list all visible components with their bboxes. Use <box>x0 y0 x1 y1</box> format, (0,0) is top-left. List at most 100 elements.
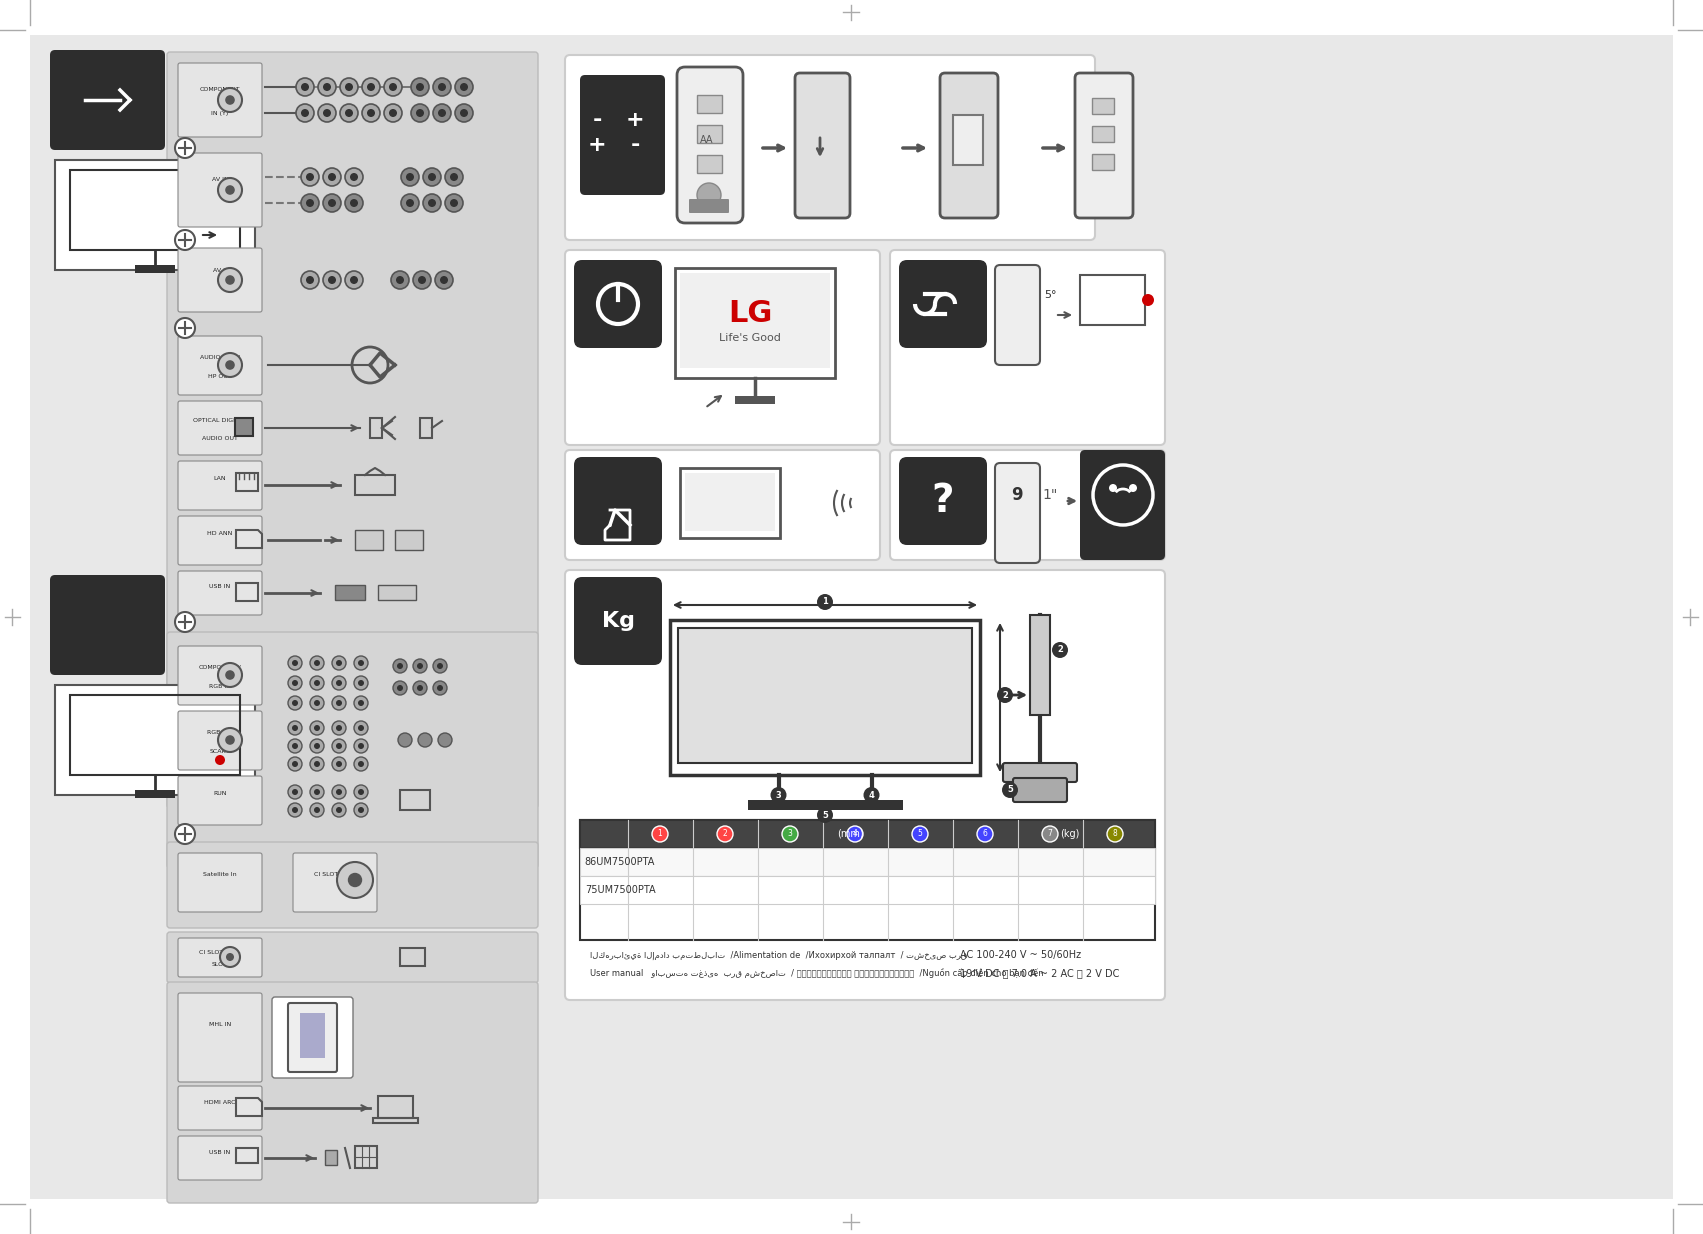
Circle shape <box>332 785 346 798</box>
Text: 19 V DC ⎓ 7.0 A ~ 2 AC ⎓ 2 V DC: 19 V DC ⎓ 7.0 A ~ 2 AC ⎓ 2 V DC <box>960 967 1119 979</box>
Text: 5: 5 <box>1006 786 1013 795</box>
Bar <box>235 418 254 436</box>
Circle shape <box>225 735 235 745</box>
FancyBboxPatch shape <box>167 932 538 983</box>
Text: 3: 3 <box>775 791 782 800</box>
Circle shape <box>697 183 720 207</box>
Circle shape <box>383 78 402 96</box>
Circle shape <box>288 785 301 798</box>
Bar <box>335 585 364 600</box>
Circle shape <box>335 700 342 706</box>
Circle shape <box>393 681 407 695</box>
Circle shape <box>354 756 368 771</box>
FancyBboxPatch shape <box>179 63 262 137</box>
Bar <box>421 418 433 438</box>
Circle shape <box>393 659 407 673</box>
Circle shape <box>335 660 342 666</box>
Bar <box>370 418 381 438</box>
Text: HD ANN: HD ANN <box>208 532 233 537</box>
FancyBboxPatch shape <box>179 153 262 227</box>
Circle shape <box>310 803 324 817</box>
Text: +: + <box>588 135 606 155</box>
Circle shape <box>301 168 318 186</box>
FancyBboxPatch shape <box>179 401 262 455</box>
Circle shape <box>332 676 346 690</box>
Circle shape <box>846 826 863 842</box>
Text: RGB IN /: RGB IN / <box>208 729 233 734</box>
Circle shape <box>1109 484 1117 492</box>
Circle shape <box>329 276 335 284</box>
Circle shape <box>310 696 324 710</box>
Text: 7: 7 <box>1047 829 1052 838</box>
FancyBboxPatch shape <box>167 52 538 808</box>
Circle shape <box>455 78 473 96</box>
FancyBboxPatch shape <box>995 265 1041 365</box>
Circle shape <box>354 739 368 753</box>
Circle shape <box>405 173 414 181</box>
Text: 3: 3 <box>787 829 792 838</box>
Circle shape <box>358 761 364 768</box>
Circle shape <box>416 109 424 117</box>
Bar <box>954 115 983 165</box>
Circle shape <box>307 199 313 207</box>
Circle shape <box>218 728 242 752</box>
Bar <box>354 475 395 495</box>
Circle shape <box>220 946 240 967</box>
FancyBboxPatch shape <box>678 67 743 223</box>
Circle shape <box>1143 294 1155 306</box>
Circle shape <box>354 721 368 735</box>
Circle shape <box>368 109 375 117</box>
Circle shape <box>313 680 320 686</box>
Circle shape <box>335 680 342 686</box>
FancyBboxPatch shape <box>179 462 262 510</box>
FancyBboxPatch shape <box>574 578 662 665</box>
Bar <box>1030 615 1051 714</box>
Circle shape <box>417 276 426 284</box>
Circle shape <box>363 78 380 96</box>
Bar <box>736 396 775 404</box>
FancyBboxPatch shape <box>167 982 538 1203</box>
Bar <box>237 473 257 491</box>
FancyBboxPatch shape <box>179 853 262 912</box>
Circle shape <box>358 660 364 666</box>
Circle shape <box>341 104 358 122</box>
Text: (mm): (mm) <box>836 829 863 839</box>
Circle shape <box>363 104 380 122</box>
Circle shape <box>400 168 419 186</box>
Bar <box>1092 154 1114 170</box>
Circle shape <box>417 663 422 669</box>
Circle shape <box>288 721 301 735</box>
Text: LG: LG <box>727 299 771 327</box>
Circle shape <box>347 872 363 887</box>
Circle shape <box>291 743 298 749</box>
Circle shape <box>354 656 368 670</box>
Text: AV 2: AV 2 <box>213 269 226 274</box>
Circle shape <box>358 789 364 795</box>
Circle shape <box>218 178 242 202</box>
Circle shape <box>310 656 324 670</box>
Circle shape <box>218 353 242 378</box>
Circle shape <box>433 78 451 96</box>
Text: 2: 2 <box>1058 645 1063 654</box>
Circle shape <box>438 733 451 747</box>
Text: -: - <box>630 135 640 155</box>
Circle shape <box>392 271 409 289</box>
Text: Kg: Kg <box>601 611 635 631</box>
FancyBboxPatch shape <box>899 457 988 545</box>
FancyBboxPatch shape <box>690 199 729 213</box>
Circle shape <box>438 109 446 117</box>
Circle shape <box>291 700 298 706</box>
Text: 2: 2 <box>722 829 727 838</box>
Circle shape <box>450 173 458 181</box>
Circle shape <box>460 109 468 117</box>
Circle shape <box>291 660 298 666</box>
Circle shape <box>288 676 301 690</box>
Text: +: + <box>625 110 644 130</box>
Circle shape <box>307 173 313 181</box>
Circle shape <box>346 194 363 212</box>
Circle shape <box>291 680 298 686</box>
Circle shape <box>337 863 373 898</box>
Text: AC 100-240 V ~ 50/60Hz: AC 100-240 V ~ 50/60Hz <box>960 950 1081 960</box>
Circle shape <box>652 826 668 842</box>
FancyBboxPatch shape <box>49 575 165 675</box>
